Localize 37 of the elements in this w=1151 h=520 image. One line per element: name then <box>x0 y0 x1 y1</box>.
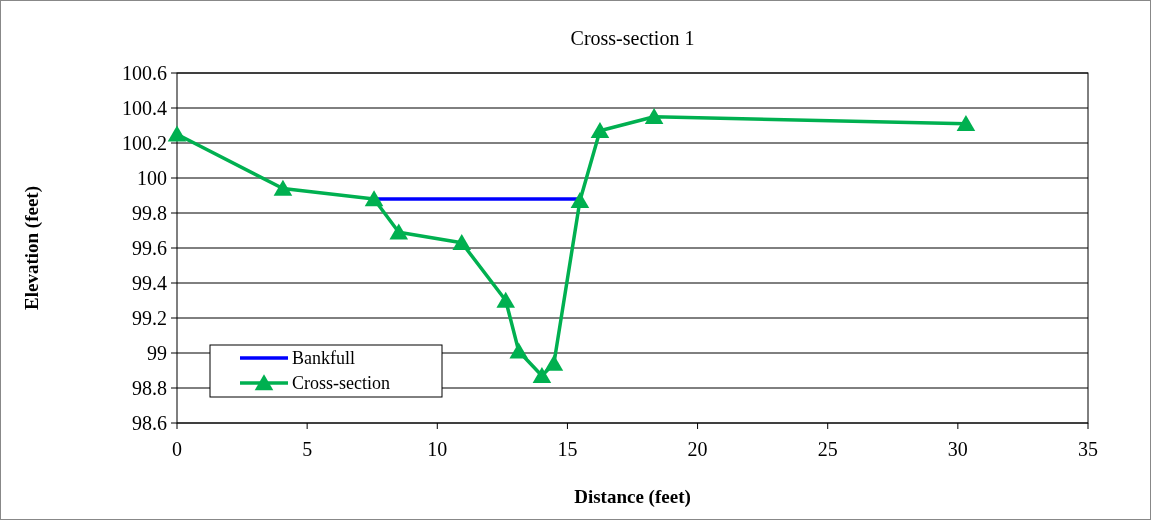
point <box>544 354 564 371</box>
x-tick-label: 5 <box>302 438 313 460</box>
legend-label: Cross-section <box>292 373 390 394</box>
x-axis-title: Distance (feet) <box>574 486 691 508</box>
y-tick-label: 98.8 <box>132 377 167 399</box>
chart-title: Cross-section 1 <box>570 27 695 49</box>
point <box>956 115 976 132</box>
x-tick-label: 35 <box>1078 438 1098 460</box>
point <box>389 223 409 240</box>
x-tick-label: 10 <box>427 438 448 460</box>
y-tick-label: 98.6 <box>132 412 167 434</box>
y-tick-label: 99.4 <box>132 272 167 294</box>
point <box>532 367 552 384</box>
y-tick-label: 100.2 <box>122 132 167 154</box>
x-tick-label: 30 <box>947 438 968 460</box>
y-tick-label: 99.6 <box>132 237 167 259</box>
x-tick-label: 0 <box>172 438 182 460</box>
y-tick-label: 99.8 <box>132 202 167 224</box>
x-tick-label: 20 <box>687 438 708 460</box>
point <box>364 190 384 207</box>
y-tick-label: 100.4 <box>122 97 167 119</box>
point <box>590 122 610 139</box>
y-tick-label: 99.2 <box>132 307 167 329</box>
point <box>570 192 590 209</box>
y-tick-label: 100.6 <box>122 62 167 84</box>
point <box>496 291 516 308</box>
point <box>452 234 472 251</box>
y-tick-label: 99 <box>147 342 167 364</box>
point <box>167 125 187 142</box>
point <box>273 179 293 196</box>
point <box>509 342 529 359</box>
y-tick-label: 100 <box>137 167 167 189</box>
point <box>644 108 664 125</box>
legend-label: Bankfull <box>292 348 355 369</box>
y-axis-title: Elevation (feet) <box>21 186 43 310</box>
x-tick-label: 25 <box>817 438 838 460</box>
x-tick-label: 15 <box>557 438 578 460</box>
